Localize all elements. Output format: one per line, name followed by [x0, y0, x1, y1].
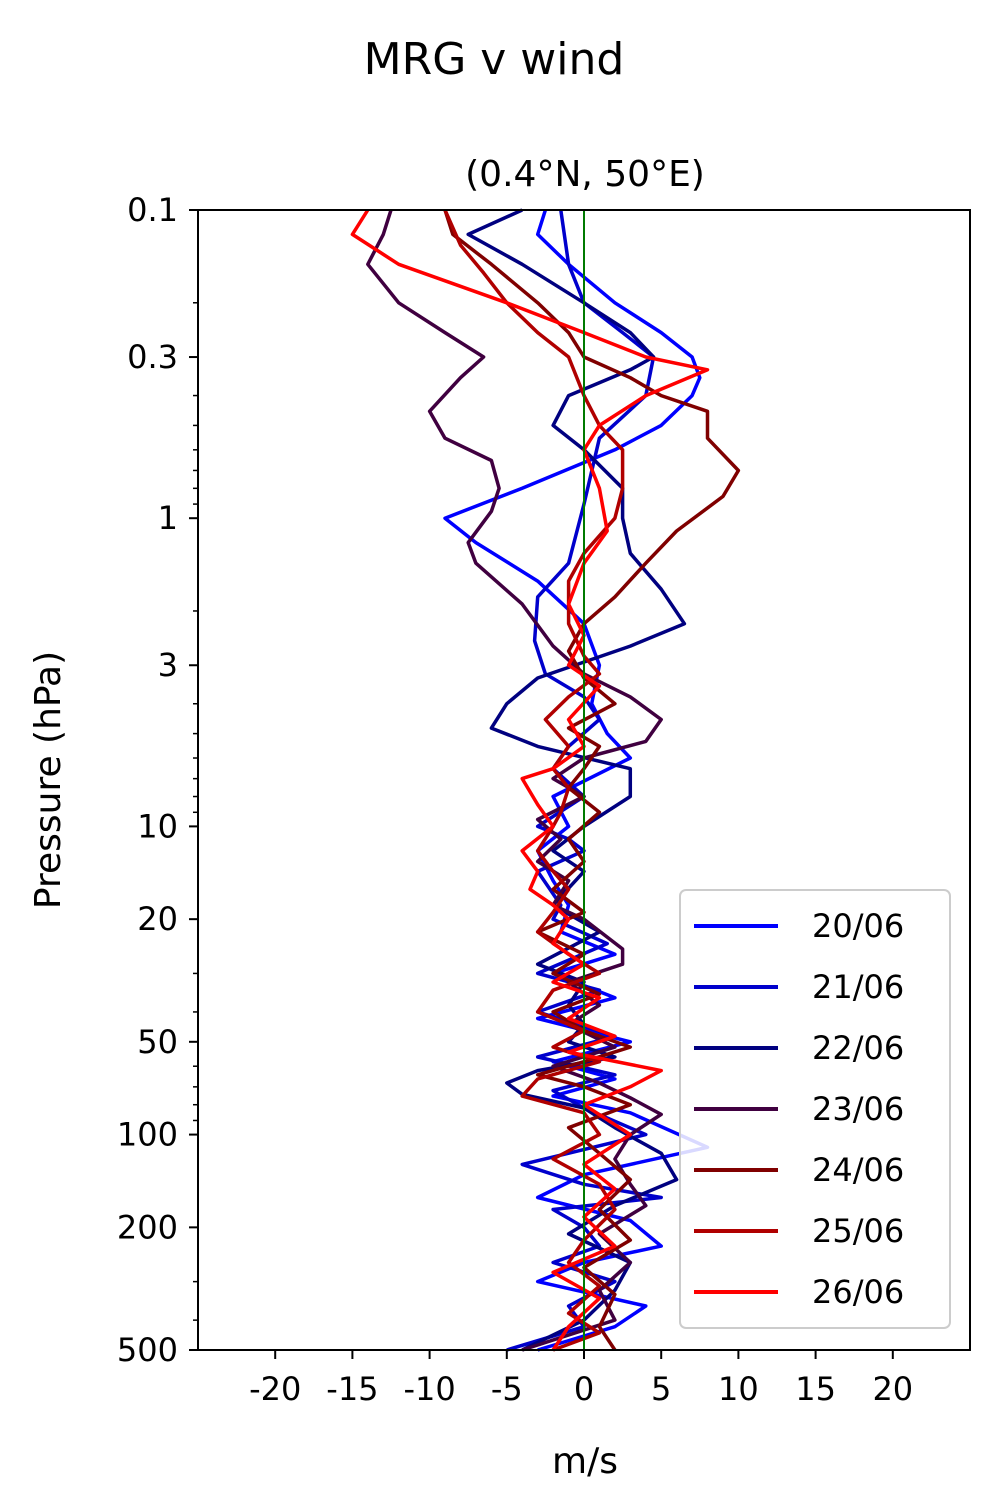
y-tick-label: 500: [117, 1331, 178, 1369]
y-tick-label: 200: [117, 1208, 178, 1246]
x-tick-label: -20: [249, 1370, 301, 1408]
x-tick-label: -10: [403, 1370, 455, 1408]
series-line-6: [443, 209, 625, 1352]
y-tick-label: 100: [117, 1116, 178, 1154]
legend-label: 22/06: [812, 1029, 904, 1067]
x-tick-label: -15: [326, 1370, 378, 1408]
chart-subtitle: (0.4°N, 50°E): [465, 154, 705, 195]
plot-area: [197, 208, 971, 1352]
x-tick-label: 15: [795, 1370, 836, 1408]
y-tick-label: 3: [158, 646, 178, 684]
legend-label: 20/06: [812, 907, 904, 945]
y-axis-label: Pressure (hPa): [28, 651, 69, 909]
x-tick-label: 5: [651, 1370, 671, 1408]
legend-label: 21/06: [812, 968, 904, 1006]
y-tick-label: 1: [158, 499, 178, 537]
legend: 20/06 21/06 22/06 23/06 24/06 25/06 26/06: [679, 889, 951, 1329]
y-tick-label: 0.1: [127, 191, 178, 229]
y-tick-label: 10: [137, 807, 178, 845]
x-tick-label: -5: [491, 1370, 523, 1408]
y-tick-label: 0.3: [127, 338, 178, 376]
series-line-4: [366, 209, 663, 1352]
legend-label: 25/06: [812, 1212, 904, 1250]
x-axis: -20 -15 -10 -5 0 5 10 15 20: [249, 1350, 913, 1408]
chart-title: MRG v wind: [364, 34, 625, 85]
legend-label: 26/06: [812, 1273, 904, 1311]
legend-box: [679, 889, 951, 1329]
legend-label: 23/06: [812, 1090, 904, 1128]
x-axis-label: m/s: [552, 1441, 618, 1482]
x-tick-label: 0: [574, 1370, 594, 1408]
series-line-2: [506, 209, 663, 1352]
y-tick-label: 50: [137, 1023, 178, 1061]
legend-label: 24/06: [812, 1151, 904, 1189]
series-line-7: [350, 209, 710, 1351]
y-axis: 0.1 0.3 1 3 10 20 50 100 200 500: [117, 191, 198, 1369]
x-tick-label: 20: [872, 1370, 913, 1408]
x-tick-label: 10: [718, 1370, 759, 1408]
y-tick-label: 20: [137, 900, 178, 938]
